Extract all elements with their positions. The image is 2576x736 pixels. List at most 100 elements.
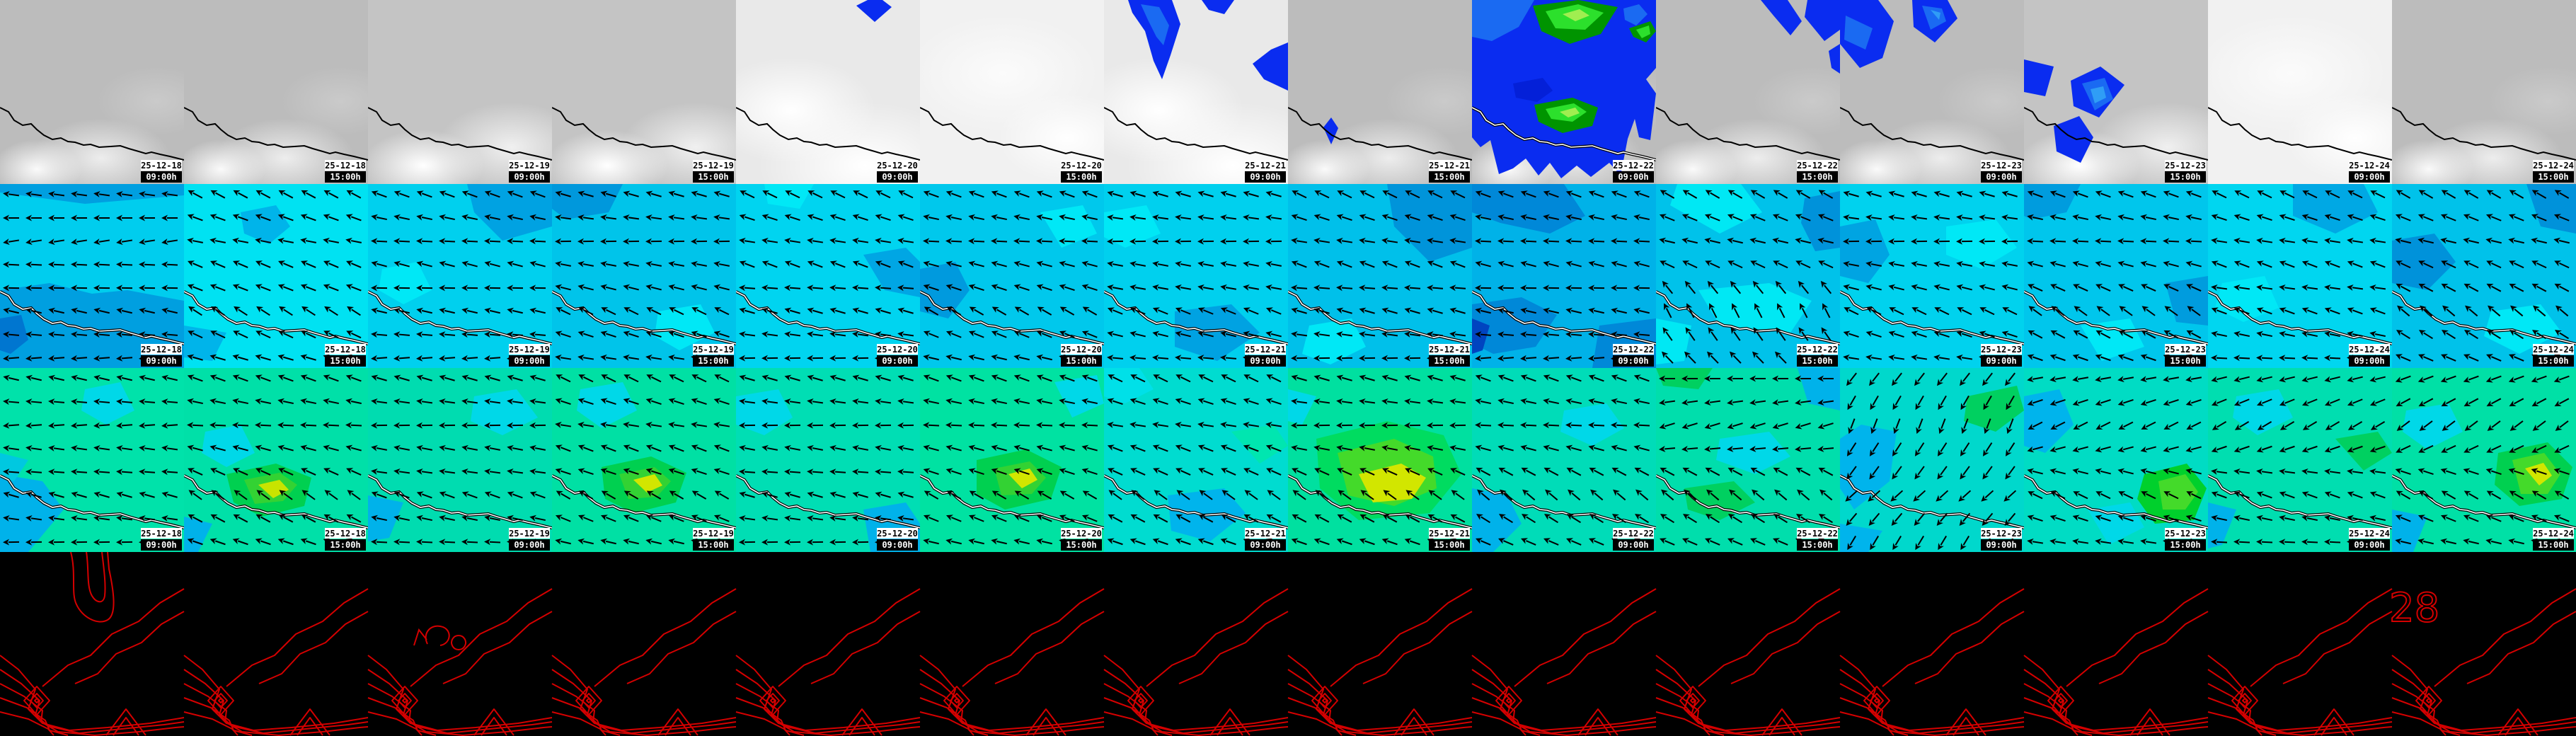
frame-time-label: 09:00h	[877, 355, 918, 367]
wind-map-tile-upper[interactable]: 25-12-23 15:00h	[2024, 184, 2208, 368]
precip-blob	[1922, 6, 1946, 30]
contour-map-tile[interactable]	[1840, 552, 2024, 736]
precip-blob	[1623, 4, 1648, 25]
wind-map-tile-upper[interactable]: 25-12-21 09:00h	[1104, 184, 1288, 368]
frame-time-label: 15:00h	[2165, 355, 2206, 367]
contour-map-tile[interactable]	[2392, 552, 2576, 736]
precip-blob	[764, 184, 814, 209]
frame-time-label: 09:00h	[2349, 355, 2390, 367]
wind-map-tile-upper[interactable]: 25-12-20 09:00h	[736, 184, 920, 368]
contour-map-tile[interactable]	[2024, 552, 2208, 736]
cloud-map-tile[interactable]: 25-12-22 09:00h	[1472, 0, 1656, 184]
contour-map-tile[interactable]	[552, 552, 736, 736]
coastline	[1656, 107, 1840, 161]
wind-map-graphic	[552, 374, 736, 545]
precip-blob	[202, 425, 255, 467]
frame-date-label: 25-12-19	[509, 160, 550, 171]
frame-date-label: 25-12-24	[2533, 344, 2574, 355]
frame-label: 25-12-18 15:00h	[325, 160, 366, 183]
contour-map-tile[interactable]	[368, 552, 552, 736]
frame-label: 25-12-24 15:00h	[2533, 528, 2574, 551]
cloud-map-tile[interactable]: 25-12-20 09:00h	[736, 0, 920, 184]
contour-map-tile[interactable]	[736, 552, 920, 736]
contour-map-tile[interactable]	[184, 552, 368, 736]
frame-time-label: 15:00h	[693, 355, 734, 367]
frame-date-label: 25-12-18	[325, 528, 366, 539]
wind-map-tile-lower[interactable]: 25-12-20 09:00h	[736, 368, 920, 552]
coastline	[1840, 290, 2024, 345]
wind-arrows	[739, 374, 914, 546]
cloud-map-tile[interactable]: 25-12-19 15:00h	[552, 0, 736, 184]
wind-map-tile-upper[interactable]: 25-12-22 15:00h	[1656, 184, 1840, 368]
cloud-map-tile[interactable]: 25-12-22 15:00h	[1656, 0, 1840, 184]
cloud-map-tile[interactable]: 25-12-20 15:00h	[920, 0, 1104, 184]
contour-map-tile[interactable]	[2208, 552, 2392, 736]
frame-label: 25-12-20 09:00h	[877, 528, 918, 551]
wind-map-tile-upper[interactable]: 25-12-19 09:00h	[368, 184, 552, 368]
wind-map-tile-lower[interactable]: 25-12-21 15:00h	[1288, 368, 1472, 552]
wind-map-tile-upper[interactable]: 25-12-19 15:00h	[552, 184, 736, 368]
precip-blob	[184, 517, 212, 552]
cloud-map-graphic	[368, 107, 552, 161]
frame-label: 25-12-19 15:00h	[693, 344, 734, 367]
wind-map-tile-upper[interactable]: 25-12-18 15:00h	[184, 184, 368, 368]
cloud-map-tile[interactable]: 25-12-18 09:00h	[0, 0, 184, 184]
precip-blob	[1946, 219, 2017, 269]
cloud-map-tile[interactable]: 25-12-24 15:00h	[2392, 0, 2576, 184]
contour-map-tile[interactable]	[920, 552, 1104, 736]
precip-blob	[2335, 432, 2392, 471]
contour-map-tile[interactable]	[1656, 552, 1840, 736]
frame-label: 25-12-18 09:00h	[141, 528, 182, 551]
contour-map-tile[interactable]	[1104, 552, 1288, 736]
wind-map-tile-lower[interactable]: 25-12-23 15:00h	[2024, 368, 2208, 552]
cloud-map-tile[interactable]: 25-12-19 09:00h	[368, 0, 552, 184]
wind-map-tile-upper[interactable]: 25-12-24 15:00h	[2392, 184, 2576, 368]
frame-label: 25-12-20 09:00h	[877, 344, 918, 367]
wind-map-tile-lower[interactable]: 25-12-19 09:00h	[368, 368, 552, 552]
wind-map-tile-lower[interactable]: 25-12-18 15:00h	[184, 368, 368, 552]
precip-blob	[81, 382, 134, 425]
precip-blob	[1636, 25, 1650, 38]
cloud-map-tile[interactable]: 25-12-21 09:00h	[1104, 0, 1288, 184]
cloud-map-tile[interactable]: 25-12-23 15:00h	[2024, 0, 2208, 184]
wind-map-graphic	[368, 374, 552, 546]
precip-blob	[1104, 205, 1161, 248]
wind-map-tile-lower[interactable]: 25-12-21 09:00h	[1104, 368, 1288, 552]
cloud-map-tile[interactable]: 25-12-18 15:00h	[184, 0, 368, 184]
wind-map-tile-upper[interactable]: 25-12-20 15:00h	[920, 184, 1104, 368]
wind-map-tile-upper[interactable]: 25-12-24 09:00h	[2208, 184, 2392, 368]
wind-arrows	[1845, 372, 2017, 551]
wind-arrows	[1291, 190, 1466, 362]
frame-label: 25-12-20 15:00h	[1061, 160, 1102, 183]
wind-map-tile-lower[interactable]: 25-12-22 09:00h	[1472, 368, 1656, 552]
wind-map-tile-lower[interactable]: 25-12-18 09:00h	[0, 368, 184, 552]
wind-map-tile-lower[interactable]: 25-12-22 15:00h	[1656, 368, 1840, 552]
cloud-map-tile[interactable]: 25-12-23 09:00h	[1840, 0, 2024, 184]
cloud-map-tile[interactable]: 25-12-21 15:00h	[1288, 0, 1472, 184]
contour-map-tile[interactable]	[1288, 552, 1472, 736]
wind-map-tile-upper[interactable]: 25-12-21 15:00h	[1288, 184, 1472, 368]
frame-date-label: 25-12-21	[1245, 160, 1286, 171]
wind-map-tile-lower[interactable]: 25-12-23 09:00h	[1840, 368, 2024, 552]
frame-label: 25-12-19 09:00h	[509, 344, 550, 367]
wind-arrows	[555, 190, 730, 361]
precip-blob	[2525, 463, 2552, 485]
wind-map-tile-lower[interactable]: 25-12-20 15:00h	[920, 368, 1104, 552]
precip-blob	[2024, 59, 2054, 96]
wind-map-tile-lower[interactable]: 25-12-19 15:00h	[552, 368, 736, 552]
frame-label: 25-12-21 15:00h	[1429, 528, 1470, 551]
wind-map-tile-upper[interactable]: 25-12-23 09:00h	[1840, 184, 2024, 368]
contour-map-tile[interactable]	[1472, 552, 1656, 736]
precip-blob	[2088, 502, 2144, 545]
precip-blob	[2091, 86, 2106, 103]
wind-map-tile-upper[interactable]: 25-12-22 09:00h	[1472, 184, 1656, 368]
wind-map-tile-lower[interactable]: 25-12-24 15:00h	[2392, 368, 2576, 552]
contour-map-tile[interactable]	[0, 552, 184, 736]
precip-blob	[368, 495, 403, 541]
frame-label: 25-12-20 15:00h	[1061, 528, 1102, 551]
precip-blob	[856, 0, 892, 22]
wind-map-tile-upper[interactable]: 25-12-18 09:00h	[0, 184, 184, 368]
cloud-map-graphic	[184, 107, 368, 161]
cloud-map-tile[interactable]: 25-12-24 09:00h	[2208, 0, 2392, 184]
wind-map-tile-lower[interactable]: 25-12-24 09:00h	[2208, 368, 2392, 552]
